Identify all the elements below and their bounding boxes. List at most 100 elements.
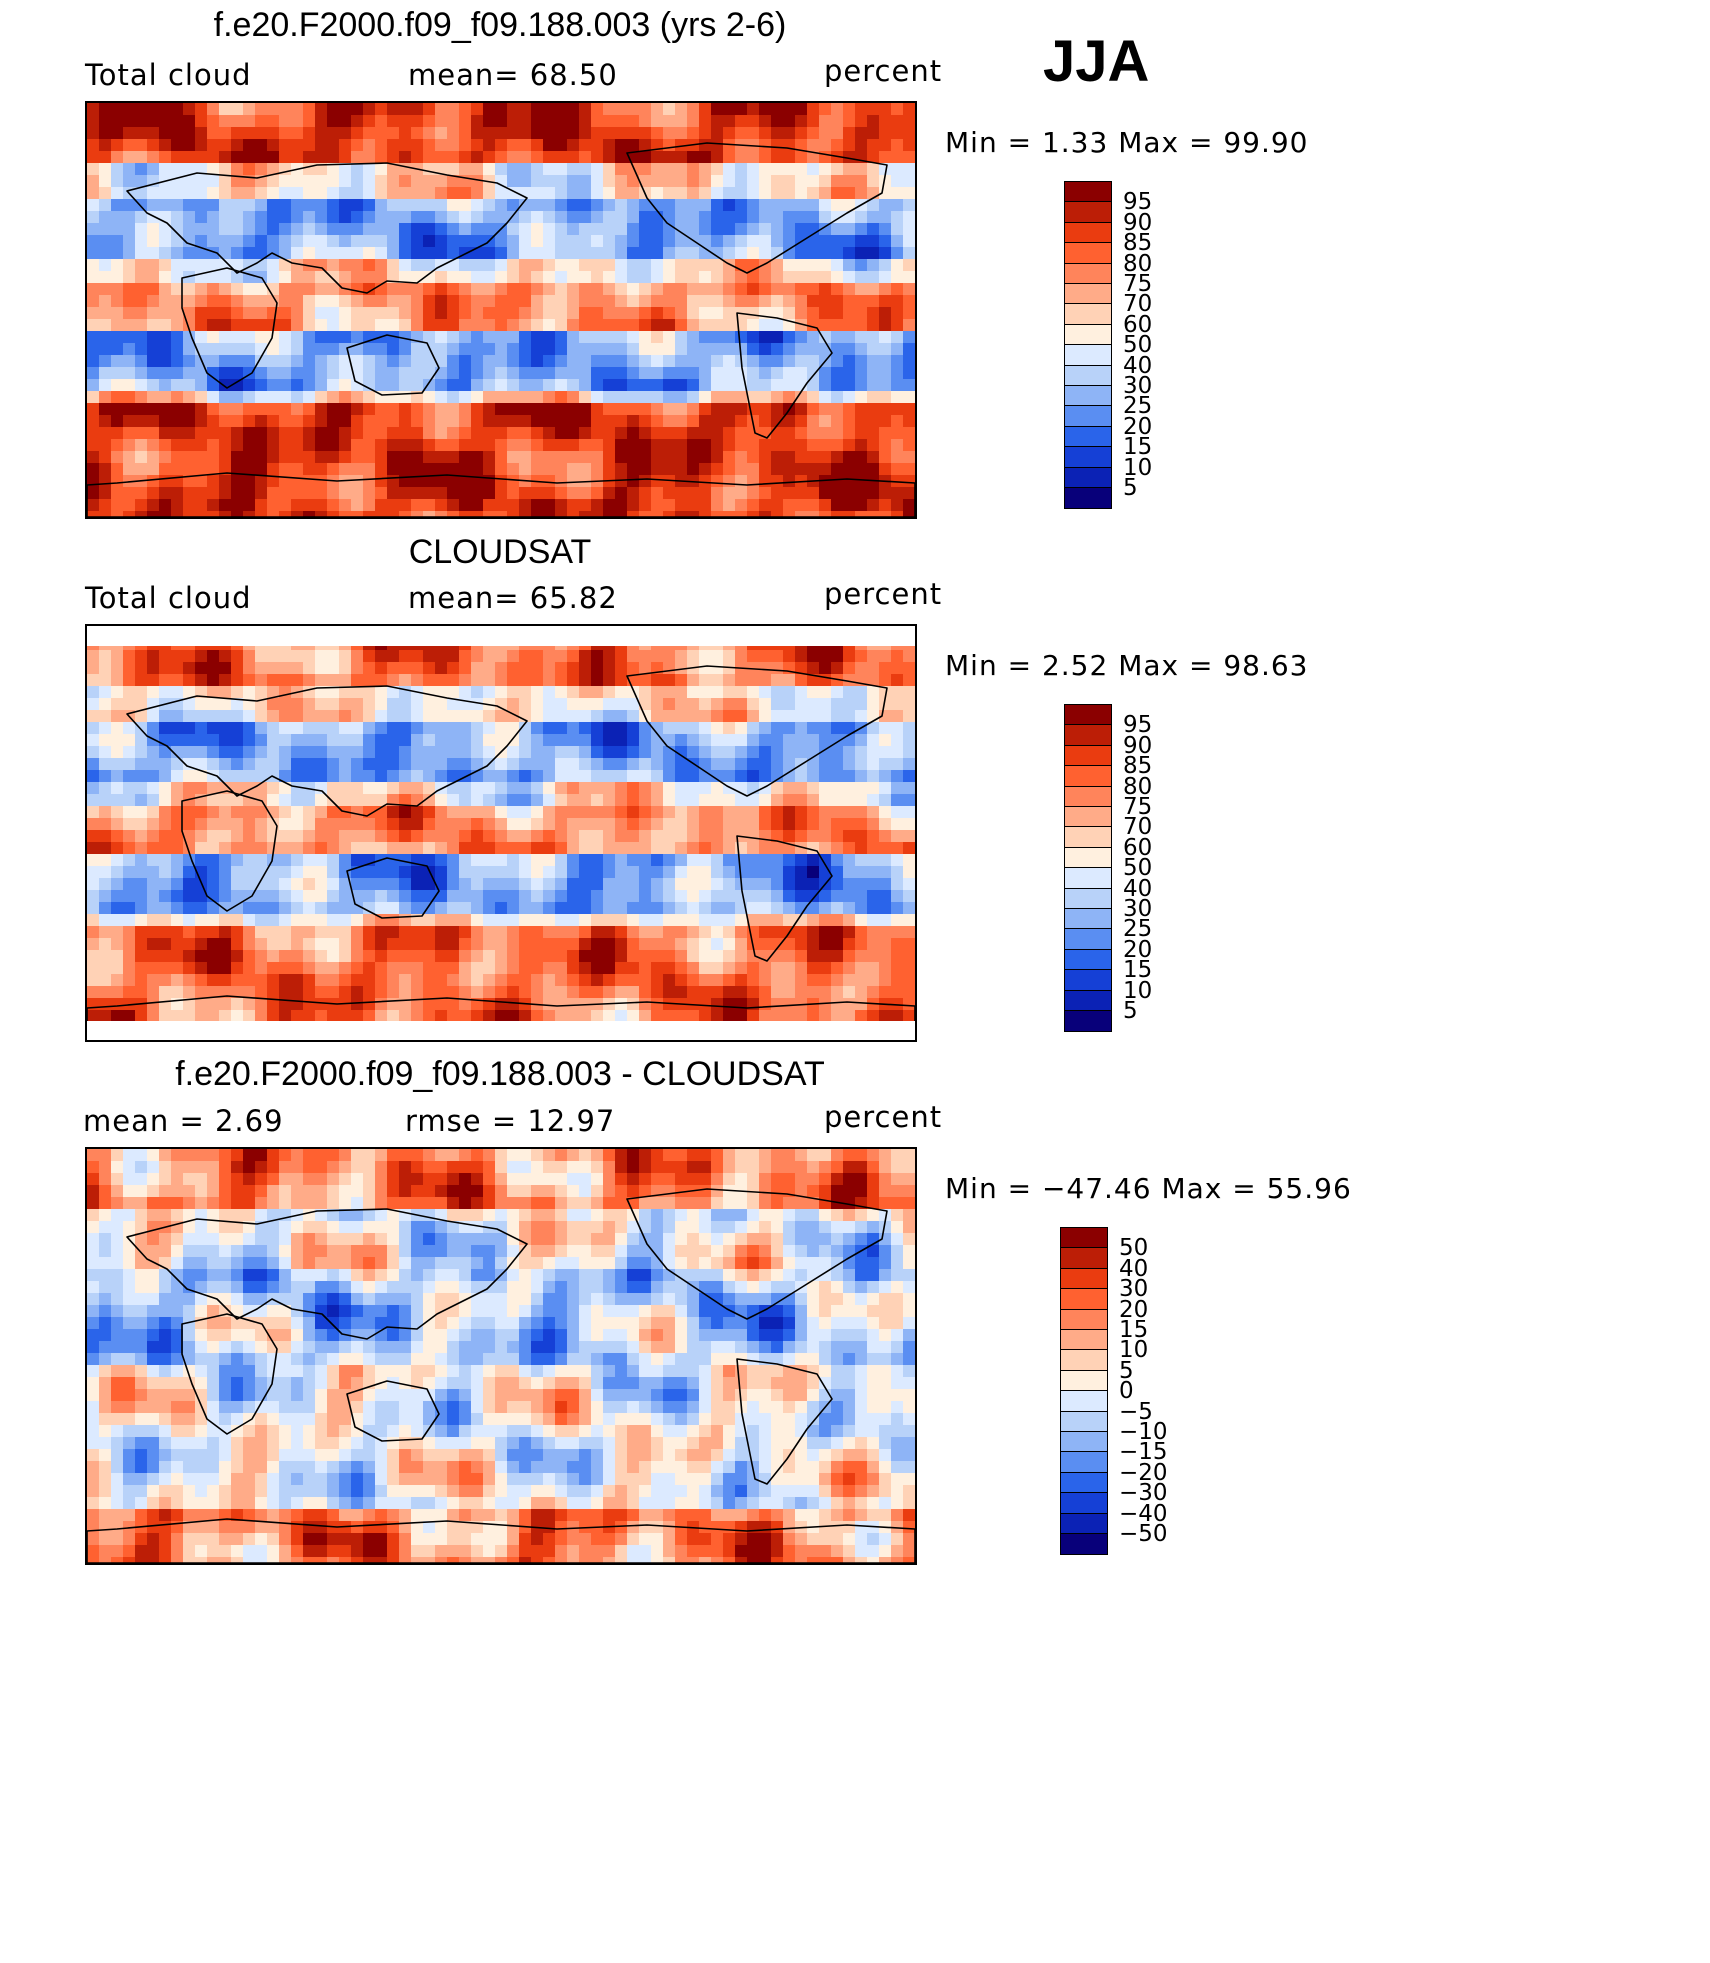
colorbar-swatch [1060,1451,1108,1474]
colorbar-tick-label: −30 [1119,1480,1168,1507]
colorbar-swatch [1064,928,1112,951]
panel-2-variable-label: Total cloud [85,581,252,615]
colorbar-tick-label: 25 [1123,393,1153,420]
panel-1-map-canvas [87,103,915,517]
colorbar-swatch [1060,1512,1108,1535]
colorbar-swatch [1060,1431,1108,1454]
colorbar-swatch [1064,704,1112,727]
colorbar-swatch [1064,221,1112,245]
colorbar-swatch [1060,1492,1108,1515]
colorbar-tick-label: 15 [1123,434,1153,461]
colorbar-tick-label: 60 [1123,311,1153,338]
colorbar-swatch [1064,887,1112,910]
colorbar-swatch [1064,1010,1112,1033]
colorbar-swatch [1060,1308,1108,1331]
colorbar-tick-label: 75 [1123,271,1153,297]
panel-1-mean-label: mean= 68.50 [408,58,618,92]
colorbar-swatch [1064,908,1112,931]
panel-2-colorbar: 95 90 85 80 75 70 60 50 40 30 25 20 15 10 5 [1064,704,1164,1034]
coastlines [87,142,915,517]
colorbar-swatch [1064,385,1112,408]
colorbar-swatch [1064,181,1112,204]
colorbar-tick-label: −5 [1119,1398,1153,1425]
colorbar-tick-label: 95 [1123,712,1153,739]
colorbar-tick-label: 30 [1123,373,1153,399]
colorbar-tick-label: −50 [1119,1521,1168,1547]
colorbar-swatch [1064,765,1112,788]
colorbar-tick-label: −15 [1119,1439,1168,1466]
colorbar-tick-label: 5 [1119,1357,1134,1384]
colorbar-tick-label: 50 [1119,1235,1149,1262]
colorbar-swatch [1064,487,1112,510]
colorbar-swatch [1060,1329,1108,1352]
panel-1-title: f.e20.F2000.f09_f09.188.003 (yrs 2-6) [213,6,787,44]
colorbar-swatch [1060,1471,1108,1495]
colorbar-swatch [1064,466,1112,489]
colorbar-tick-label: 10 [1123,454,1153,481]
colorbar-swatch [1060,1390,1108,1413]
colorbar-tick-label: 90 [1123,732,1153,759]
colorbar-tick-label: −10 [1119,1419,1168,1445]
colorbar-swatch [1064,303,1112,326]
colorbar-tick-label: 95 [1123,189,1153,216]
colorbar-swatch [1064,344,1112,367]
colorbar-swatch [1064,405,1112,428]
colorbar-swatch [1060,1227,1108,1250]
panel-1-units-label: percent [824,54,943,88]
colorbar-swatch [1060,1410,1108,1433]
colorbar-swatch [1064,446,1112,469]
colorbar-tick-label: 80 [1123,773,1153,800]
coastlines [87,665,915,1040]
colorbar-tick-label: 10 [1119,1337,1149,1364]
colorbar-swatch [1060,1288,1108,1311]
colorbar-swatch [1064,262,1112,285]
colorbar-swatch [1064,826,1112,849]
panel-2-map-canvas [87,626,915,1040]
colorbar-tick-label: 70 [1123,814,1153,841]
colorbar-tick-label: 50 [1123,855,1153,882]
colorbar-swatch [1064,744,1112,768]
panel-3-rmse-label: rmse = 12.97 [405,1104,616,1138]
colorbar-tick-label: 20 [1123,936,1153,963]
colorbar-tick-label: 50 [1123,332,1153,359]
colorbar-swatch [1060,1267,1108,1291]
panel-2-mean-label: mean= 65.82 [408,581,618,615]
field-cells [87,626,915,1040]
panel-3-units-label: percent [824,1100,943,1134]
colorbar-swatch [1064,364,1112,387]
colorbar-tick-label: −40 [1119,1500,1168,1527]
panel-1-minmax: Min = 1.33 Max = 99.90 [945,126,1309,159]
colorbar-swatch [1064,283,1112,306]
panel-2-map [85,624,917,1042]
colorbar-swatch [1064,989,1112,1012]
colorbar-tick-label: 20 [1119,1296,1149,1323]
colorbar-swatch [1064,242,1112,265]
colorbar-tick-label: 0 [1119,1378,1134,1405]
colorbar-swatch [1064,425,1112,449]
colorbar-swatch [1064,806,1112,829]
panel-2-title: CLOUDSAT [408,533,592,571]
colorbar-tick-label: 85 [1123,230,1153,257]
panel-2-units-label: percent [824,577,943,611]
colorbar-swatch [1060,1349,1108,1372]
colorbar-tick-label: 40 [1123,352,1153,379]
colorbar-swatch [1060,1533,1108,1556]
field-cells [87,103,915,517]
colorbar-swatch [1064,323,1112,347]
panel-2-minmax: Min = 2.52 Max = 98.63 [945,649,1309,682]
colorbar-tick-label: 5 [1123,998,1138,1024]
coastlines [87,1188,915,1563]
colorbar-swatch [1060,1247,1108,1270]
colorbar-swatch [1064,846,1112,870]
field-cells [87,1149,915,1563]
colorbar-swatch [1064,724,1112,747]
colorbar-tick-label: 40 [1123,875,1153,902]
colorbar-tick-label: 10 [1123,977,1153,1004]
colorbar-tick-label: 70 [1123,291,1153,318]
colorbar-tick-label: 30 [1119,1276,1149,1303]
colorbar-swatch [1064,969,1112,992]
colorbar-tick-label: 5 [1123,475,1138,501]
panel-1-colorbar: 95 90 85 80 75 70 60 50 40 30 25 20 15 10 5 [1064,181,1164,511]
colorbar-tick-label: 15 [1119,1317,1149,1343]
colorbar-tick-label: 30 [1123,896,1153,922]
